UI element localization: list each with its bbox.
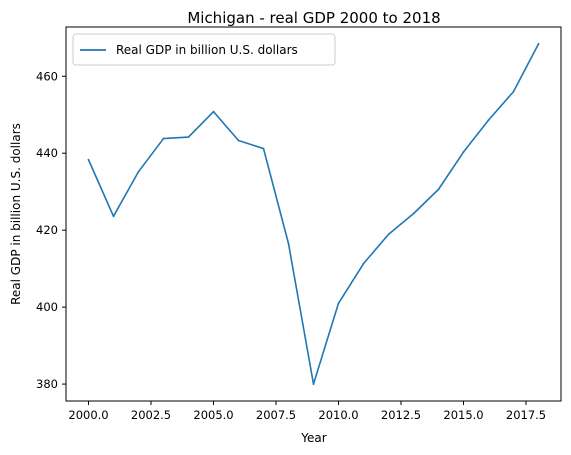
x-tick-label: 2015.0 [443,408,483,422]
data-point-2015 [462,151,465,153]
series-line-real-gdp [87,43,540,385]
data-point-2004 [187,136,190,138]
data-point-2011 [362,262,365,265]
data-point-2012 [387,233,390,236]
y-tick-label: 420 [36,223,58,237]
data-point-2017 [512,90,515,93]
data-point-2010 [337,302,340,305]
x-tick-label: 2005.0 [193,408,233,422]
data-point-2008 [287,242,290,245]
y-axis-ticks: 380 400 420 440 460 [36,69,66,391]
data-point-2014 [437,188,440,191]
y-tick-label: 400 [36,300,58,314]
legend-entry-real-gdp: Real GDP in billion U.S. dollars [116,43,298,57]
y-tick-label: 440 [36,146,58,160]
data-point-2007 [262,147,265,150]
y-axis-label: Real GDP in billion U.S. dollars [9,123,23,305]
x-tick-label: 2010.0 [318,408,358,422]
data-point-2002 [137,170,140,173]
data-point-2003 [162,137,165,140]
y-tick-label: 380 [36,377,58,391]
data-point-2018 [537,43,540,45]
series-points [87,43,540,385]
plot-area: 2000.0 2002.5 2005.0 2007.5 2010.0 2012.5 2015… [36,26,562,422]
legend: Real GDP in billion U.S. dollars [72,33,336,66]
x-axis-label: Year [300,431,326,445]
chart-title: Michigan - real GDP 2000 to 2018 [187,9,440,27]
data-point-2009 [312,383,315,385]
legend-box [72,33,336,66]
x-tick-label: 2012.5 [381,408,421,422]
data-point-2006 [237,139,240,142]
x-tick-label: 2007.5 [256,408,296,422]
data-point-2005 [212,110,215,113]
data-point-2001 [112,215,115,218]
data-point-2013 [412,212,415,215]
x-tick-label: 2017.5 [506,408,546,422]
x-tick-label: 2002.5 [131,408,171,422]
y-tick-label: 460 [36,69,58,83]
x-tick-label: 2000.0 [68,408,108,422]
plot-frame [65,26,562,402]
data-point-2016 [487,119,490,122]
x-axis-ticks: 2000.0 2002.5 2005.0 2007.5 2010.0 2012.5 2015… [68,401,546,422]
data-point-2000 [87,158,90,161]
